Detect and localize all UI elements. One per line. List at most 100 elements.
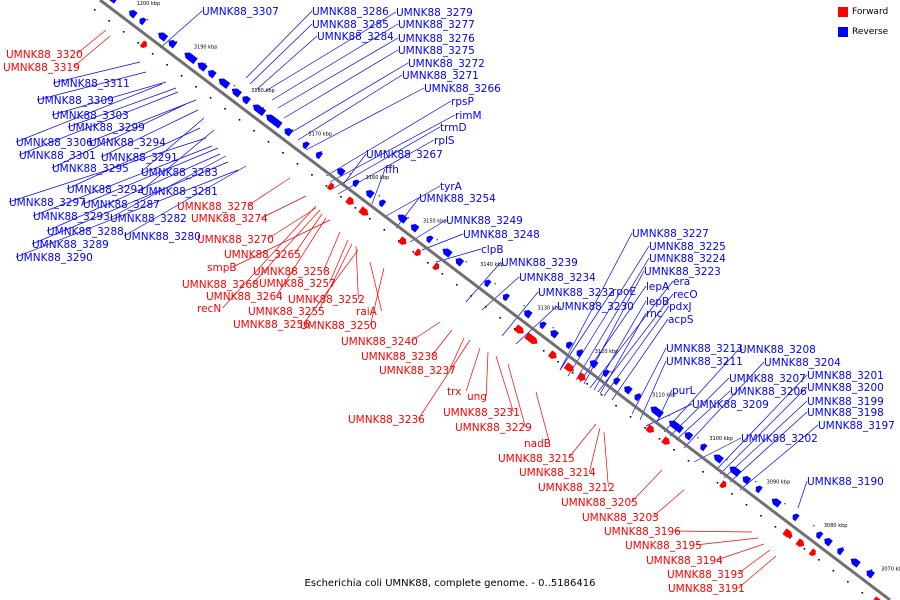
gene-tick: [441, 273, 444, 275]
gene-tick: [629, 416, 632, 418]
reverse-gene-arrow: [129, 9, 138, 19]
leader-line: [675, 390, 731, 441]
leader-line: [369, 261, 382, 312]
forward-gene-arrow: [345, 196, 354, 205]
gene-tick: [465, 261, 467, 263]
gene-tick: [108, 20, 110, 22]
leader-line: [140, 117, 205, 173]
gene-tick: [716, 482, 719, 484]
map-caption: Escherichia coli UMNK88, complete genome…: [304, 578, 596, 589]
gene-label-umnk88_3248: UMNK88_3248: [463, 229, 540, 241]
gene-tick: [412, 251, 415, 253]
leader-line: [395, 197, 420, 229]
gene-label-umnk88_3225: UMNK88_3225: [649, 241, 726, 253]
gene-label-umnk88_3279: UMNK88_3279: [396, 7, 473, 19]
reverse-gene-arrow: [302, 141, 310, 150]
scale-tick-label: 3120 kbp: [595, 349, 619, 355]
leader-line: [323, 231, 341, 272]
gene-tick: [253, 130, 255, 132]
gene-label-umnk88_3257: UMNK88_3257: [259, 278, 336, 290]
leader-line: [245, 10, 313, 79]
scale-tick-label: 3130 kbp: [538, 306, 562, 312]
leader-line: [568, 423, 597, 459]
leader-line: [46, 153, 221, 232]
gene-tick: [233, 85, 236, 87]
gene-tick: [224, 108, 226, 110]
leader-line: [247, 177, 291, 207]
leader-line: [66, 127, 201, 190]
leader-line: [639, 360, 667, 421]
gene-tick: [523, 305, 525, 307]
gene-label-umnk88_3293: UMNK88_3293: [33, 211, 110, 223]
reverse-gene-arrow: [850, 558, 861, 568]
gene-tick: [436, 239, 438, 241]
forward-gene-arrow: [795, 538, 805, 547]
scale-tick-label: 3140 kbp: [480, 262, 504, 268]
leader-line: [719, 386, 808, 475]
gene-label-umnk88_3195: UMNK88_3195: [625, 540, 702, 552]
gene-tick: [369, 218, 371, 220]
forward-gene-arrow: [563, 362, 574, 372]
gene-labels: UMNK88_3307 UMNK88_3286 UMNK88_3279UMNK88_…: [3, 6, 895, 595]
gene-label-umnk88_3282: UMNK88_3282: [110, 213, 187, 225]
reverse-gene-arrow: [824, 537, 833, 547]
reverse-gene-arrow: [242, 95, 251, 105]
legend-reverse: Reverse: [838, 24, 900, 40]
forward-gene-arrow: [548, 350, 557, 359]
reverse-gene-arrow: [266, 114, 283, 129]
reverse-gene-arrow: [566, 341, 574, 350]
gene-label-umnk88_3277: UMNK88_3277: [398, 19, 475, 31]
reverse-gene-arrow: [602, 369, 611, 378]
gene-tick: [571, 372, 574, 374]
leader-line: [797, 480, 808, 509]
forward-gene-arrow: [645, 424, 654, 433]
gene-label-umnk88_3292: UMNK88_3292: [67, 184, 144, 196]
gene-tick: [600, 394, 603, 396]
leader-line: [8, 137, 207, 203]
leader-line: [631, 469, 663, 503]
reverse-gene-arrow: [252, 104, 267, 117]
reverse-gene-arrow: [771, 498, 782, 508]
gene-arrows: [109, 0, 881, 600]
leader-line: [318, 243, 353, 312]
gene-label-umnk88_3229: UMNK88_3229: [455, 422, 532, 434]
gene-label-umnk88_3227: UMNK88_3227: [632, 228, 709, 240]
leader-line: [18, 91, 179, 156]
leader-line: [291, 62, 409, 133]
gene-tick: [195, 86, 197, 88]
gene-label-umnk88_3199: UMNK88_3199: [807, 396, 884, 408]
scale-ticks: 1200 kbp 3190 kbp 3180 kbp 3170 kbp 3160 kbp…: [137, 1, 900, 573]
leader-line: [277, 37, 399, 109]
reverse-gene-arrow: [184, 52, 198, 65]
gene-tick: [325, 185, 328, 187]
gene-label-raia: raiA: [356, 306, 378, 318]
gene-label-purl: purL: [672, 385, 696, 397]
leader-line: [271, 23, 399, 101]
reverse-gene-arrow: [502, 293, 510, 302]
gene-label-umnk88_3211: UMNK88_3211: [666, 356, 743, 368]
gene-tick: [282, 152, 284, 154]
gene-label-trmd: trmD: [440, 122, 467, 134]
gene-label-rpls: rplS: [434, 135, 455, 147]
leader-line: [411, 321, 441, 342]
leader-line: [76, 29, 107, 55]
gene-tick: [340, 196, 342, 198]
forward-gene-arrow: [513, 324, 524, 334]
reverse-gene-arrow: [539, 321, 547, 330]
leader-line: [371, 168, 386, 205]
gene-label-ung: ung: [467, 391, 487, 403]
gene-label-umnk88_3291: UMNK88_3291: [101, 152, 178, 164]
scale-tick-label: 3080 kbp: [824, 523, 848, 529]
gene-tick: [615, 405, 617, 407]
leader-line: [507, 363, 526, 428]
gene-label-umnk88_3278: UMNK88_3278: [177, 201, 254, 213]
gene-label-rpsp: rpsP: [451, 96, 474, 108]
legend: Forward Reverse: [838, 0, 900, 42]
leader-line: [123, 165, 247, 237]
leader-line: [51, 103, 187, 169]
leader-line: [655, 389, 673, 425]
gene-tick: [731, 493, 733, 495]
gene-label-umnk88_3236: UMNK88_3236: [348, 414, 425, 426]
leader-line: [431, 329, 453, 357]
gene-label-umnk88_3212: UMNK88_3212: [538, 482, 615, 494]
